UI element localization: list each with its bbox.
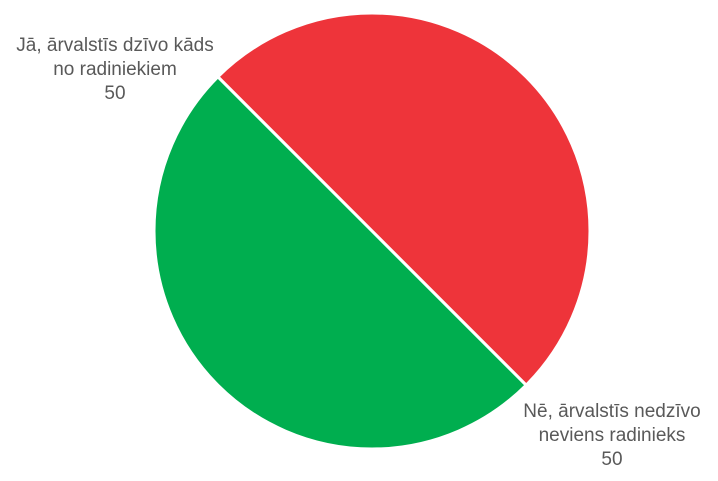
slice-label-yes-line-2: no radiniekiem <box>53 59 177 80</box>
pie-slice-no <box>152 75 528 451</box>
slice-label-yes: Jā, ārvalstīs dzīvo kāds no radiniekiem … <box>4 34 226 106</box>
slice-label-yes-line-1: Jā, ārvalstīs dzīvo kāds <box>16 35 214 56</box>
slice-label-yes-value: 50 <box>104 83 126 104</box>
pie-slice-yes <box>216 11 592 387</box>
slice-label-no-line-1: Nē, ārvalstīs nedzīvo <box>523 401 701 422</box>
slice-label-no: Nē, ārvalstīs nedzīvo neviens radinieks … <box>506 400 718 472</box>
slice-label-no-line-2: neviens radinieks <box>538 425 686 446</box>
slice-label-no-value: 50 <box>601 449 623 470</box>
